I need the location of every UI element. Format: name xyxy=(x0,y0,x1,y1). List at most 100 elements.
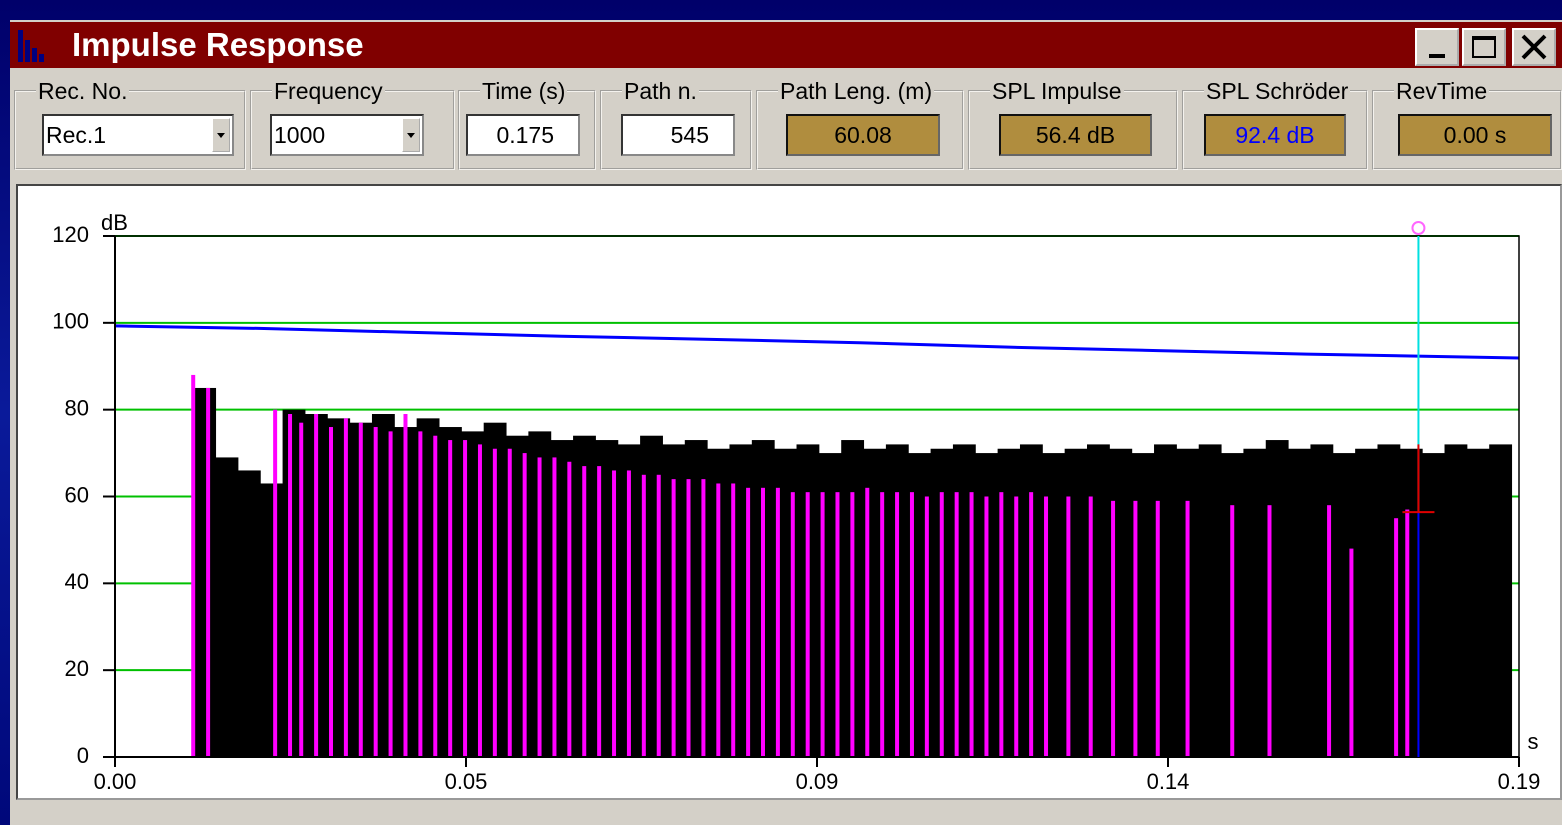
y-tick-label: 80 xyxy=(65,395,89,420)
impulse xyxy=(388,431,393,757)
input-box[interactable]: 545 xyxy=(621,114,735,156)
field-group: Rec. No. Rec.1 xyxy=(14,78,246,170)
field-label: Path n. xyxy=(622,78,699,105)
impulse xyxy=(552,457,557,757)
chart-panel: 0 20 40 60 80 100 120 0.00 0.05 0.09 0.14 0.19 dB s xyxy=(16,184,1562,800)
impulse xyxy=(969,492,974,757)
y-tick-label: 40 xyxy=(65,569,89,594)
title-bar: Impulse Response xyxy=(10,22,1562,68)
envelope-bar xyxy=(1243,448,1267,757)
field-label: SPL Impulse xyxy=(990,78,1124,105)
field-group: Time (s) 0.175 xyxy=(458,78,596,170)
impulse xyxy=(448,440,453,757)
field-group: Path n. 545 xyxy=(600,78,752,170)
y-tick-label: 100 xyxy=(52,309,89,334)
impulse xyxy=(1349,548,1354,757)
envelope-bar xyxy=(1422,453,1446,757)
envelope-bar xyxy=(193,387,217,757)
impulse xyxy=(716,483,721,757)
window: Impulse Response Rec. No. Rec.1 Frequency 1… xyxy=(10,20,1562,825)
field-label: Time (s) xyxy=(480,78,568,105)
field-label: SPL Schröder xyxy=(1204,78,1351,105)
x-tick-label: 0.14 xyxy=(1147,769,1190,794)
x-axis-label: s xyxy=(1528,729,1539,754)
impulse xyxy=(1405,509,1410,757)
y-axis-label: dB xyxy=(101,210,128,235)
combo-box[interactable]: 1000 xyxy=(270,114,424,156)
impulse xyxy=(626,470,631,757)
x-tick-label: 0.19 xyxy=(1498,769,1541,794)
impulse xyxy=(373,427,378,757)
impulse xyxy=(656,474,661,757)
impulse xyxy=(522,453,527,757)
schroeder-curve xyxy=(114,324,1520,360)
impulse xyxy=(288,414,293,757)
field-group: Frequency 1000 xyxy=(250,78,455,170)
impulse xyxy=(477,444,482,757)
impulse xyxy=(671,479,676,757)
input-box[interactable]: 0.175 xyxy=(466,114,580,156)
impulse xyxy=(775,487,780,757)
impulse xyxy=(805,492,810,757)
impulse xyxy=(403,414,408,757)
envelope-bar xyxy=(1466,448,1490,757)
envelope-bar xyxy=(1444,444,1468,757)
impulse xyxy=(358,422,363,757)
envelope-bar xyxy=(215,457,239,757)
envelope-bar xyxy=(1198,444,1222,757)
combo-box[interactable]: Rec.1 xyxy=(42,114,234,156)
readout-box: 92.4 dB xyxy=(1204,114,1346,156)
close-button[interactable] xyxy=(1512,28,1556,66)
impulse xyxy=(418,431,423,757)
impulse xyxy=(1088,496,1093,757)
impulse xyxy=(850,492,855,757)
impulse xyxy=(433,435,438,757)
impulse xyxy=(1230,505,1235,757)
impulse xyxy=(1111,500,1116,757)
impulse xyxy=(865,487,870,757)
envelope-bar xyxy=(1489,444,1513,757)
impulse xyxy=(463,440,468,757)
impulse xyxy=(790,492,795,757)
readout-box: 60.08 xyxy=(786,114,940,156)
impulse xyxy=(984,496,989,757)
impulse xyxy=(1014,496,1019,757)
impulse xyxy=(746,487,751,757)
impulse xyxy=(939,492,944,757)
impulse xyxy=(701,479,706,757)
impulse xyxy=(1327,505,1332,757)
maximize-button[interactable] xyxy=(1462,28,1506,66)
envelope-bar xyxy=(237,470,261,757)
field-group: Path Leng. (m) 60.08 xyxy=(756,78,964,170)
dropdown-arrow[interactable] xyxy=(212,118,230,152)
readout-box: 56.4 dB xyxy=(999,114,1152,156)
impulse xyxy=(537,457,542,757)
x-tick-label: 0.00 xyxy=(94,769,137,794)
impulse xyxy=(731,483,736,757)
impulse xyxy=(924,496,929,757)
field-group: RevTime 0.00 s xyxy=(1372,78,1562,170)
impulse xyxy=(895,492,900,757)
dropdown-arrow[interactable] xyxy=(402,118,420,152)
window-title: Impulse Response xyxy=(72,26,364,63)
impulse xyxy=(1267,505,1272,757)
app-icon xyxy=(18,30,44,62)
impulse xyxy=(206,387,211,757)
field-label: Rec. No. xyxy=(36,78,130,105)
y-tick-label: 20 xyxy=(65,656,89,681)
field-label: RevTime xyxy=(1394,78,1490,105)
field-label: Frequency xyxy=(272,78,385,105)
y-tick-label: 0 xyxy=(77,743,89,768)
x-tick-label: 0.09 xyxy=(796,769,839,794)
impulse xyxy=(1029,492,1034,757)
envelope-bar xyxy=(260,483,284,757)
readout-box: 0.00 s xyxy=(1398,114,1552,156)
minimize-button[interactable] xyxy=(1415,28,1459,66)
impulse xyxy=(1155,500,1160,757)
impulse xyxy=(1133,500,1138,757)
impulse xyxy=(273,409,278,757)
impulse xyxy=(641,474,646,757)
impulse xyxy=(299,422,304,757)
impulse xyxy=(597,466,602,757)
